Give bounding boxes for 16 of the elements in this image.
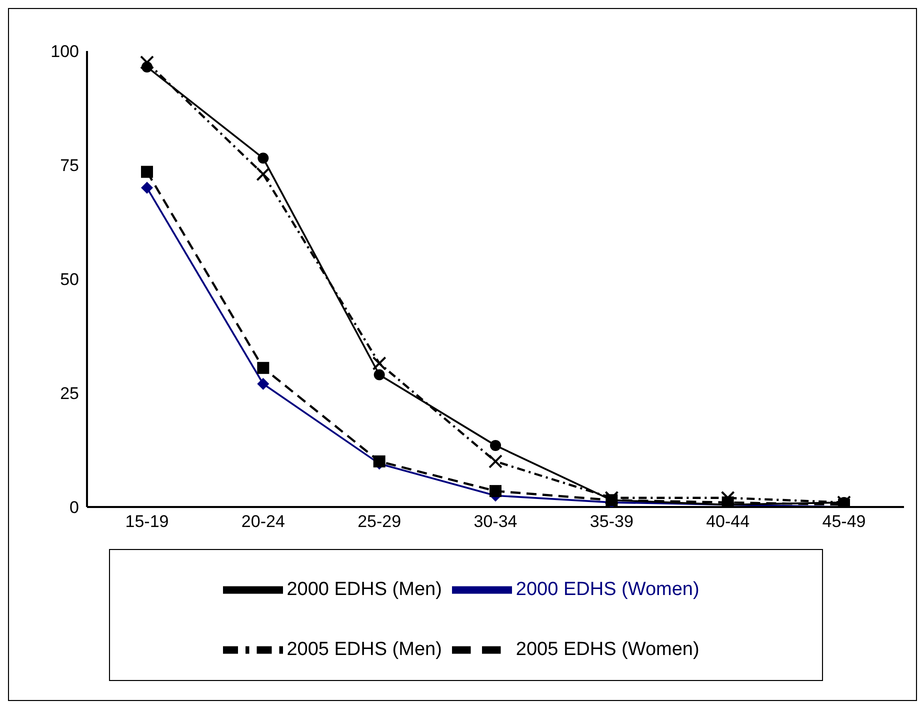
y-tick-label: 100	[50, 42, 79, 62]
y-tick-label: 50	[60, 270, 79, 290]
y-tick-label: 75	[60, 156, 79, 176]
x-tick-label: 35-39	[590, 512, 634, 532]
x-tick-label: 20-24	[241, 512, 285, 532]
x-tick-label: 15-19	[125, 512, 169, 532]
legend-label: 2005 EDHS (Women)	[516, 639, 700, 660]
y-tick-label: 25	[60, 384, 79, 404]
x-tick-label: 45-49	[822, 512, 866, 532]
legend-label: 2005 EDHS (Men)	[286, 639, 442, 660]
legend-label: 2000 EDHS (Women)	[516, 579, 700, 600]
x-tick-label: 30-34	[474, 512, 518, 532]
y-tick-label: 0	[70, 498, 79, 518]
legend-label: 2000 EDHS (Men)	[286, 579, 442, 600]
x-tick-label: 25-29	[358, 512, 402, 532]
x-tick-label: 40-44	[706, 512, 750, 532]
